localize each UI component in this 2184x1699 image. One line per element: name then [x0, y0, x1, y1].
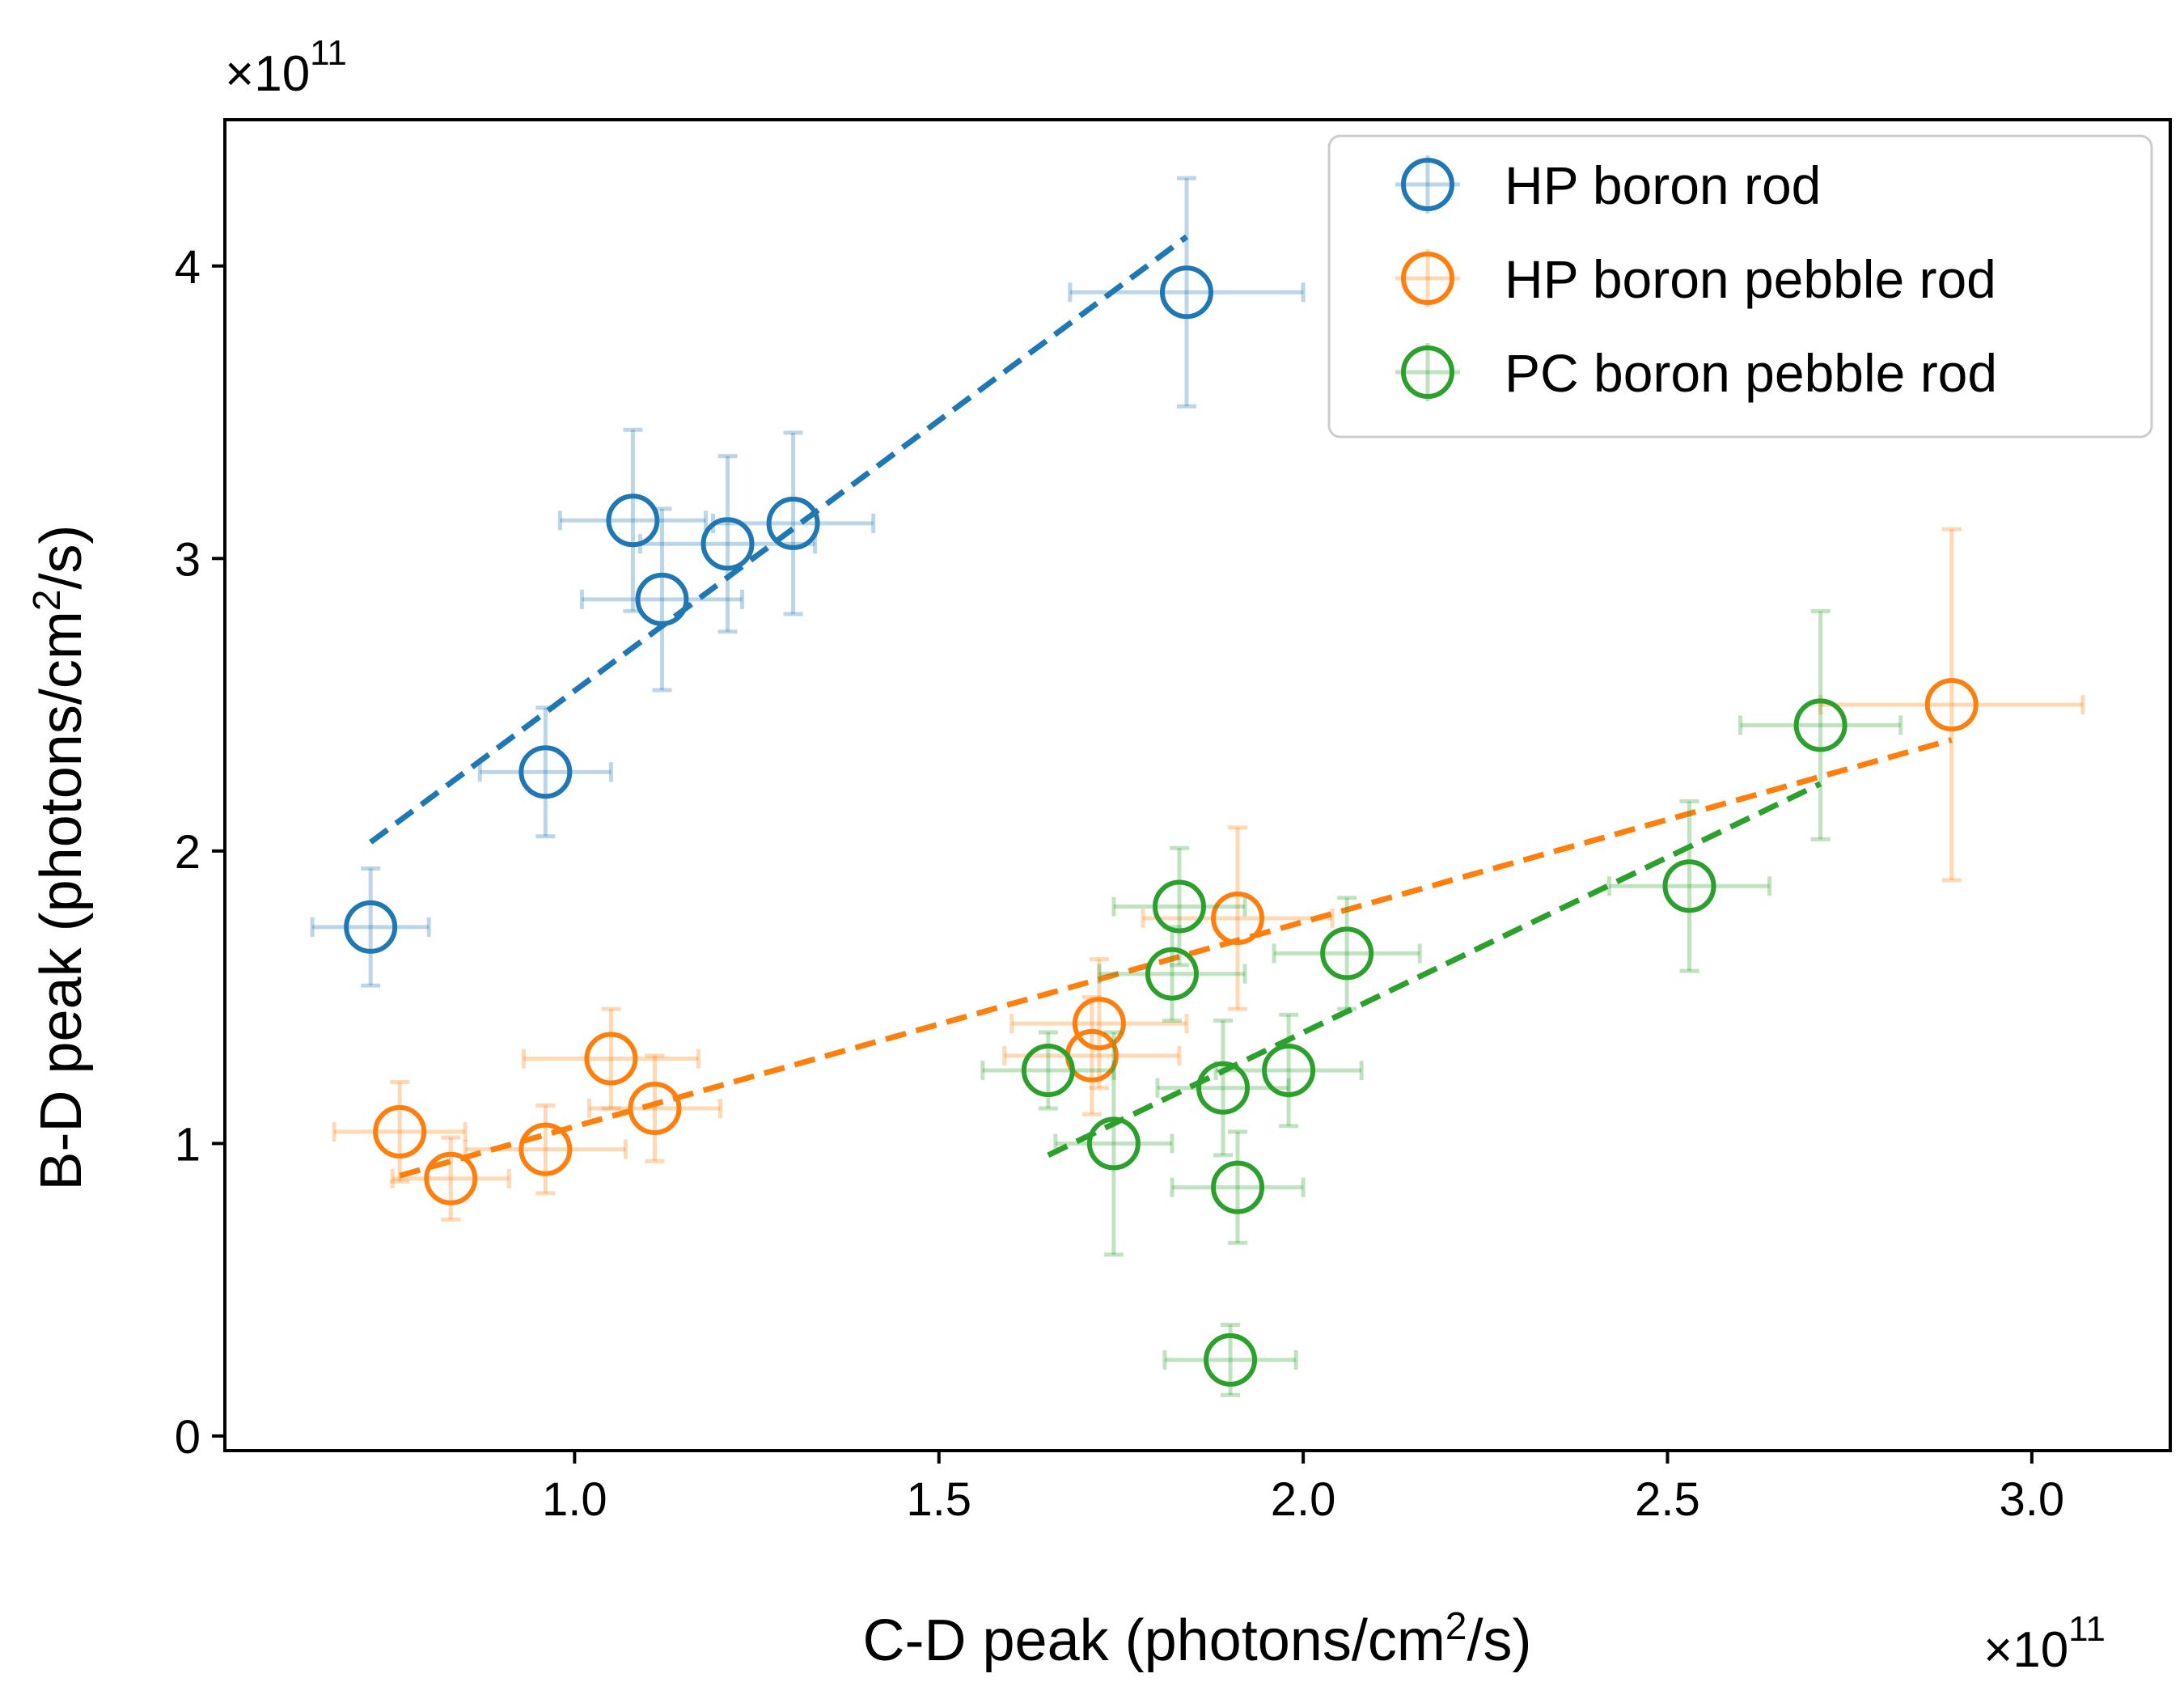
data-layer: [310, 176, 2085, 1397]
data-point: [766, 496, 820, 550]
error-bars: [1738, 608, 1903, 841]
legend-label: HP boron rod: [1505, 155, 1821, 215]
y-tick-label: 3: [175, 533, 201, 586]
y-tick-label: 0: [175, 1411, 201, 1464]
data-point: [700, 517, 755, 571]
error-bars: [1818, 527, 2085, 883]
fit-line: [369, 234, 1189, 845]
fit-line: [399, 737, 1953, 1179]
error-bars: [586, 1053, 723, 1163]
data-point: [1086, 1116, 1141, 1171]
error-bars: [579, 506, 745, 693]
error-bars: [332, 1079, 468, 1184]
axis-ticks: 1.0 1.5 2.0 2.5 3.0 0 1 2 3 4: [175, 241, 2064, 1526]
data-point: [584, 1032, 638, 1086]
data-point: [635, 572, 689, 626]
data-point: [628, 1082, 682, 1135]
error-bars: [390, 1135, 511, 1222]
legend-error-glyph: [1395, 343, 1460, 401]
data-point: [1793, 698, 1848, 752]
data-point: [518, 745, 573, 799]
y-tick-label: 4: [175, 241, 201, 294]
data-point: [1072, 997, 1126, 1051]
plot-frame: [223, 118, 2172, 1452]
error-bars: [1155, 1019, 1291, 1158]
data-point: [1211, 892, 1265, 945]
y-axis-title: B-D peak (photons/cm2/s): [26, 525, 94, 1191]
x-axis-title: C-D peak (photons/cm2/s): [863, 1605, 1532, 1673]
y-tick-label: 1: [175, 1118, 201, 1171]
error-bars: [310, 866, 431, 988]
error-bars: [1606, 799, 1772, 973]
x-axis-multiplier: ×1011: [1983, 1609, 2106, 1678]
data-point: [1262, 1044, 1316, 1097]
data-point: [1662, 859, 1716, 913]
data-point: [1204, 1333, 1258, 1387]
legend-box: [1327, 134, 2153, 439]
legend-marker: [1401, 158, 1454, 211]
x-tick-label: 1.0: [542, 1473, 607, 1526]
legend: HP boron rod HP boron pebble rod PC boron …: [1327, 134, 2153, 439]
data-point: [1159, 265, 1213, 320]
y-tick-label: 2: [175, 826, 201, 879]
data-point: [1924, 678, 1979, 732]
error-bars: [1053, 1030, 1175, 1257]
y-axis-multiplier: ×1011: [225, 33, 347, 102]
data-point: [606, 494, 660, 548]
data-point: [344, 900, 398, 954]
error-bars: [1002, 995, 1182, 1116]
legend-label: HP boron pebble rod: [1505, 249, 1996, 309]
error-bars: [557, 427, 708, 613]
error-bars: [1170, 1129, 1306, 1245]
data-point: [1021, 1044, 1075, 1097]
x-tick-label: 1.5: [906, 1473, 971, 1526]
data-point: [424, 1151, 478, 1205]
error-bars: [1111, 845, 1247, 968]
series-1: [332, 527, 2085, 1222]
x-tick-label: 2.0: [1271, 1473, 1336, 1526]
fit-line: [1047, 781, 1822, 1159]
series-0: [310, 176, 1306, 988]
legend-label: PC boron pebble rod: [1505, 343, 1997, 403]
error-bars: [521, 1006, 700, 1111]
data-point: [373, 1104, 427, 1159]
legend-marker: [1401, 252, 1454, 305]
data-point: [1211, 1160, 1265, 1214]
data-point: [1145, 947, 1199, 1001]
data-point: [1196, 1061, 1251, 1115]
data-point: [1320, 926, 1374, 981]
x-tick-label: 3.0: [2000, 1473, 2065, 1526]
series-2: [980, 608, 1903, 1397]
error-bars: [1141, 825, 1335, 1011]
x-tick-label: 2.5: [1635, 1473, 1700, 1526]
legend-error-glyph: [1395, 155, 1460, 214]
error-bars: [1097, 925, 1247, 1023]
legend-error-glyph: [1395, 249, 1460, 307]
data-point: [1152, 879, 1206, 934]
legend-marker: [1401, 345, 1454, 399]
data-point: [518, 1122, 573, 1176]
